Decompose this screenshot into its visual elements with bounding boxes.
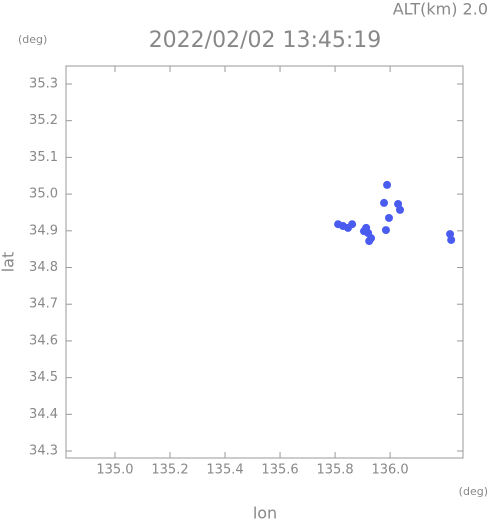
x-tick-label: 135.4	[206, 463, 243, 478]
echo-point	[380, 198, 389, 207]
echo-point	[383, 180, 392, 189]
y-axis-label: lat	[0, 252, 18, 273]
x-tick-label: 135.6	[261, 463, 298, 478]
x-tick-label: 135.2	[151, 463, 188, 478]
y-tick-label: 35.3	[29, 76, 58, 91]
echo-point	[384, 213, 393, 222]
y-tick-label: 34.8	[29, 260, 58, 275]
chart-title: 2022/02/02 13:45:19	[149, 28, 382, 53]
altitude-label: ALT(km) 2.0	[393, 0, 488, 19]
x-unit: (deg)	[459, 485, 488, 498]
y-unit: (deg)	[18, 33, 47, 46]
plot-frame	[65, 65, 464, 459]
y-tick-label: 35.0	[29, 187, 58, 202]
x-tick-label: 135.0	[96, 463, 133, 478]
y-tick-label: 34.5	[29, 370, 58, 385]
y-tick-label: 35.2	[29, 113, 58, 128]
y-tick-label: 34.4	[29, 407, 58, 422]
echo-point	[359, 227, 368, 236]
y-tick-label: 34.6	[29, 333, 58, 348]
echo-point	[348, 220, 357, 229]
echo-point	[365, 237, 374, 246]
y-tick-label: 35.1	[29, 150, 58, 165]
y-tick-label: 34.3	[29, 444, 58, 459]
x-tick-label: 135.8	[316, 463, 353, 478]
echo-point	[381, 226, 390, 235]
y-tick-label: 34.7	[29, 297, 58, 312]
echo-point	[395, 205, 404, 214]
x-axis-label: lon	[253, 504, 277, 521]
echo-point	[447, 235, 456, 244]
x-tick-label: 136.0	[371, 463, 408, 478]
y-tick-label: 34.9	[29, 223, 58, 238]
